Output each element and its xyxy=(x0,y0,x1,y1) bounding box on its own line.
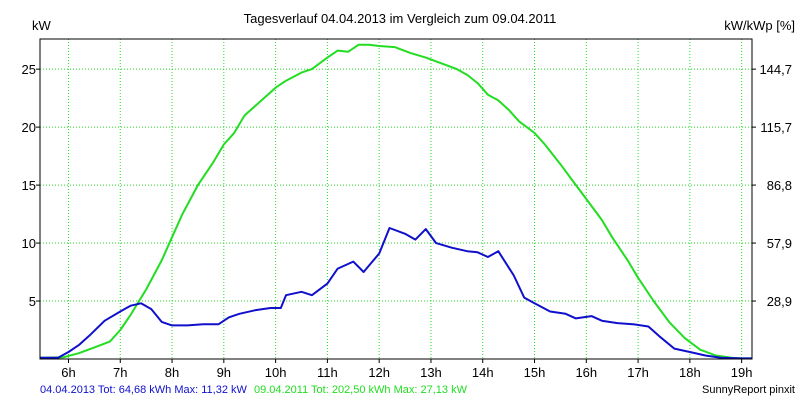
right-tick-label: 115,7 xyxy=(760,120,792,135)
left-tick-label: 5 xyxy=(29,294,36,309)
right-tick-label: 144,7 xyxy=(759,62,792,77)
right-axis-ticks: 28,9 57,9 86,8 115,7 144,7 xyxy=(752,62,792,309)
x-tick-label: 10h xyxy=(265,365,287,380)
plot-frame xyxy=(39,38,753,360)
right-tick-label: 86,8 xyxy=(767,178,792,193)
x-tick-label: 6h xyxy=(61,365,75,380)
x-tick-label: 9h xyxy=(217,365,231,380)
series-line-04-04-2013 xyxy=(40,227,752,360)
chart-title: Tagesverlauf 04.04.2013 im Vergleich zum… xyxy=(244,11,557,26)
x-tick-label: 12h xyxy=(368,365,390,380)
x-tick-label: 13h xyxy=(420,365,442,380)
x-axis-ticks: 6h 7h 8h 9h 10h 11h 12h 13h 14h 15h 16h 17h 18h 19h xyxy=(61,359,752,380)
footer-summary: 04.04.2013 Tot: 64,68 kWh Max: 11,32 kW … xyxy=(40,384,468,396)
series-lines xyxy=(39,43,752,360)
x-tick-label: 11h xyxy=(317,365,338,380)
footer-series-2011: 09.04.2011 Tot: 202,50 kWh Max: 27,13 kW xyxy=(254,384,468,396)
footer-series-2013: 04.04.2013 Tot: 64,68 kWh Max: 11,32 kW xyxy=(40,384,247,396)
x-tick-label: 18h xyxy=(679,365,701,380)
x-tick-label: 17h xyxy=(627,365,649,380)
left-tick-label: 15 xyxy=(22,178,36,193)
left-axis-unit: kW xyxy=(32,18,52,33)
x-tick-label: 15h xyxy=(524,365,546,380)
x-tick-label: 8h xyxy=(165,365,179,380)
x-tick-label: 7h xyxy=(113,365,127,380)
left-tick-label: 20 xyxy=(22,120,36,135)
x-tick-label: 19h xyxy=(731,365,753,380)
left-axis-ticks: 5 10 15 20 25 xyxy=(22,62,40,309)
right-tick-label: 28,9 xyxy=(767,294,792,309)
series-line-09-04-2011 xyxy=(39,43,752,360)
left-tick-label: 10 xyxy=(22,236,36,251)
x-tick-label: 14h xyxy=(472,365,494,380)
left-tick-label: 25 xyxy=(22,62,36,77)
footer-credit: SunnyReport pinxit xyxy=(702,384,795,396)
x-tick-label: 16h xyxy=(575,365,597,380)
right-tick-label: 57,9 xyxy=(767,236,792,251)
right-axis-unit: kW/kWp [%] xyxy=(724,18,795,33)
